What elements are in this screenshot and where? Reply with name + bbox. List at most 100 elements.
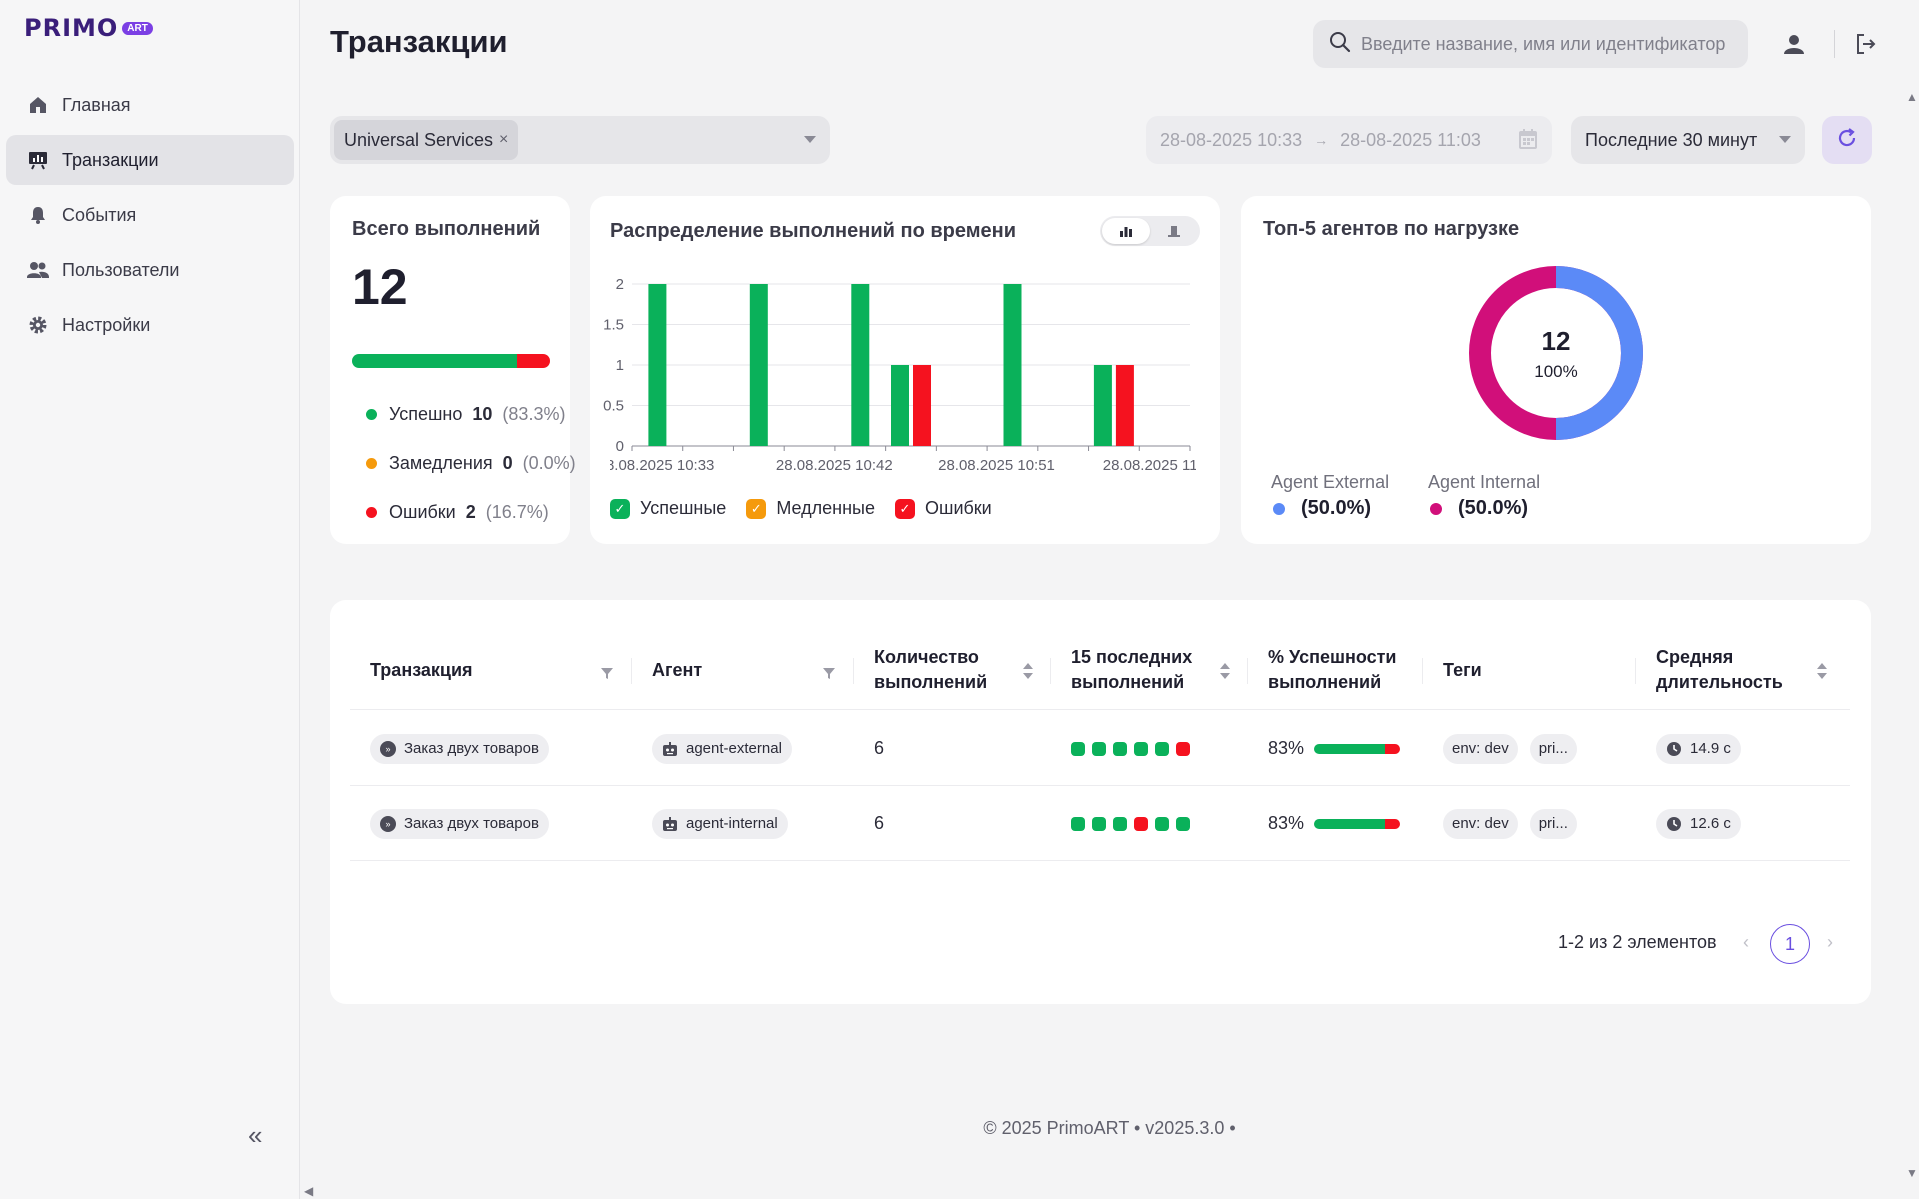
agent-name: Agent Internal bbox=[1428, 472, 1541, 492]
cell-agent: agent-internal bbox=[652, 786, 788, 861]
transaction-pill[interactable]: » Заказ двух товаров bbox=[370, 808, 549, 839]
y-tick-label: 0 bbox=[616, 438, 624, 455]
donut-center-pct: 100% bbox=[1534, 362, 1577, 381]
service-multiselect[interactable]: Universal Services × bbox=[330, 116, 830, 164]
pagination-next-icon[interactable]: › bbox=[1827, 932, 1833, 952]
user-profile-icon[interactable] bbox=[1780, 30, 1808, 58]
sidebar-nav: Главная Транзакции События Пользователи … bbox=[6, 80, 294, 355]
sidebar-item-users[interactable]: Пользователи bbox=[6, 245, 294, 295]
chart-legend: ✓ Успешные ✓ Медленные ✓ Ошибки bbox=[610, 498, 1012, 519]
tag-pill[interactable]: pri... bbox=[1529, 733, 1577, 764]
run-status-dot bbox=[1176, 816, 1190, 831]
tag-pill[interactable]: env: dev bbox=[1443, 808, 1518, 839]
primo-logo[interactable]: PRIMO ART bbox=[24, 14, 153, 42]
scroll-down-icon[interactable]: ▼ bbox=[1906, 1166, 1918, 1180]
checkbox-checked-icon: ✓ bbox=[895, 498, 915, 519]
status-label: Ошибки bbox=[389, 502, 456, 522]
cell-count: 6 bbox=[874, 813, 885, 833]
pagination-prev-icon[interactable]: ‹ bbox=[1743, 932, 1749, 952]
logout-icon[interactable] bbox=[1852, 30, 1880, 58]
run-status-dot bbox=[1071, 741, 1085, 756]
collapse-sidebar-button[interactable]: « bbox=[248, 1120, 263, 1150]
stack-bar-error bbox=[516, 354, 550, 368]
agent-legend-external[interactable]: Agent External (50.0%) bbox=[1271, 472, 1389, 520]
remove-chip-icon[interactable]: × bbox=[499, 131, 509, 148]
logo-badge: ART bbox=[122, 21, 153, 35]
refresh-button[interactable] bbox=[1822, 116, 1872, 164]
column-header-transaction: Транзакция bbox=[370, 630, 632, 710]
page-title: Транзакции bbox=[330, 24, 508, 59]
sidebar-item-transactions[interactable]: Транзакции bbox=[6, 135, 294, 185]
date-range-picker[interactable]: 28-08-2025 10:33 → 28-08-2025 11:03 bbox=[1146, 116, 1552, 164]
vertical-scrollbar[interactable]: ▲ ▼ bbox=[1903, 90, 1919, 1180]
date-from[interactable]: 28-08-2025 10:33 bbox=[1160, 129, 1303, 150]
legend-slow[interactable]: ✓ Медленные bbox=[746, 498, 875, 519]
search-box[interactable] bbox=[1313, 20, 1748, 68]
status-row-error: Ошибки 2 (16.7%) bbox=[366, 502, 549, 523]
column-header-duration: Средняя длительность bbox=[1636, 630, 1850, 710]
status-count: 10 bbox=[472, 404, 493, 424]
table-row[interactable]: » Заказ двух товаров agent-external 6 83% env… bbox=[350, 711, 1850, 786]
table-row[interactable]: » Заказ двух товаров agent-internal 6 83% env… bbox=[350, 786, 1850, 861]
agent-legend-internal[interactable]: Agent Internal (50.0%) bbox=[1428, 472, 1540, 520]
run-status-dot bbox=[1155, 741, 1169, 756]
bar bbox=[913, 365, 931, 446]
legend-error[interactable]: ✓ Ошибки bbox=[895, 498, 992, 519]
transactions-table-card: Транзакция Агент Количество выполнений 1… bbox=[330, 600, 1871, 1004]
chevron-down-icon bbox=[804, 136, 816, 143]
sidebar-item-home[interactable]: Главная bbox=[6, 80, 294, 130]
clock-icon bbox=[1666, 741, 1682, 757]
bar-chart-icon[interactable] bbox=[1102, 218, 1150, 244]
clock-icon bbox=[1666, 816, 1682, 832]
stacked-chart-icon[interactable] bbox=[1150, 218, 1198, 244]
run-status-dot bbox=[1113, 816, 1127, 831]
agent-pill[interactable]: agent-external bbox=[652, 733, 792, 764]
date-to[interactable]: 28-08-2025 11:03 bbox=[1340, 129, 1481, 150]
period-select[interactable]: Последние 30 минут bbox=[1571, 116, 1805, 164]
sort-icon[interactable] bbox=[1219, 662, 1231, 687]
cell-duration: 14.9 с bbox=[1656, 711, 1741, 786]
sidebar-item-label: Пользователи bbox=[62, 259, 180, 280]
horizontal-scrollbar[interactable]: ◀ bbox=[300, 1183, 1903, 1199]
sort-icon[interactable] bbox=[1816, 662, 1828, 687]
cell-success: 83% bbox=[1268, 786, 1401, 861]
agent-name: Agent External bbox=[1271, 472, 1390, 492]
top-agents-card: Топ-5 агентов по нагрузке 12 100% Agent … bbox=[1241, 196, 1871, 544]
status-row-slow: Замедления 0 (0.0%) bbox=[366, 453, 576, 474]
bar bbox=[749, 284, 768, 446]
filter-icon[interactable] bbox=[822, 662, 836, 687]
filter-icon[interactable] bbox=[600, 662, 614, 687]
legend-label: Успешные bbox=[640, 498, 727, 518]
x-tick-label: 28.08.2025 10:51 bbox=[938, 457, 1055, 474]
legend-success[interactable]: ✓ Успешные bbox=[610, 498, 726, 519]
agent-pill[interactable]: agent-internal bbox=[652, 808, 788, 839]
bell-icon bbox=[26, 203, 50, 227]
chart-type-toggle[interactable] bbox=[1100, 216, 1200, 246]
tag-pill[interactable]: pri... bbox=[1529, 808, 1577, 839]
total-runs-value: 12 bbox=[352, 259, 408, 315]
status-dot bbox=[366, 409, 377, 420]
scroll-left-icon[interactable]: ◀ bbox=[304, 1184, 314, 1198]
cell-transaction: » Заказ двух товаров bbox=[370, 786, 549, 861]
footer-text: © 2025 PrimoART • v2025.3.0 • bbox=[983, 1118, 1236, 1138]
duration-pill: 12.6 с bbox=[1656, 808, 1741, 839]
transaction-pill[interactable]: » Заказ двух товаров bbox=[370, 733, 549, 764]
run-status-dot bbox=[1113, 741, 1127, 756]
search-input[interactable] bbox=[1361, 33, 1741, 55]
tag-pill[interactable]: env: dev bbox=[1443, 733, 1518, 764]
y-tick-label: 2 bbox=[616, 276, 624, 293]
run-status-dot bbox=[1176, 741, 1190, 756]
cell-transaction: » Заказ двух товаров bbox=[370, 711, 549, 786]
selected-service-chip: Universal Services × bbox=[334, 120, 519, 160]
sidebar-item-settings[interactable]: Настройки bbox=[6, 300, 294, 350]
header-divider bbox=[1834, 30, 1835, 58]
column-header-success: % Успешности выполнений bbox=[1248, 630, 1423, 710]
pagination-page-current[interactable]: 1 bbox=[1770, 924, 1810, 964]
robot-icon bbox=[662, 741, 678, 757]
sidebar-item-events[interactable]: События bbox=[6, 190, 294, 240]
arrow-right-icon: → bbox=[1314, 132, 1329, 148]
cell-last-runs bbox=[1071, 711, 1197, 786]
scroll-up-icon[interactable]: ▲ bbox=[1906, 90, 1918, 104]
sort-icon[interactable] bbox=[1022, 662, 1034, 687]
success-pct: 83% bbox=[1268, 813, 1305, 833]
